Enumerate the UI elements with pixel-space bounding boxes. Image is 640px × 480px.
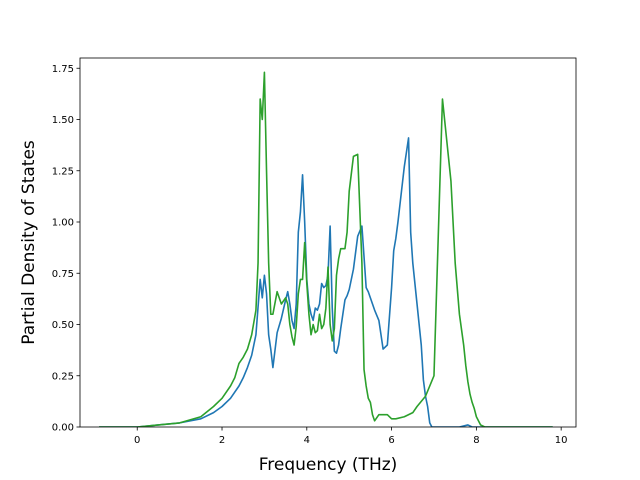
x-tick-label: 6 [388,435,394,446]
y-tick-label: 1.00 [52,218,74,229]
y-tick-label: 1.50 [52,115,74,126]
y-axis-label: Partial Density of States [19,140,39,345]
y-tick-label: 0.50 [52,320,74,331]
x-tick-label: 8 [473,435,479,446]
x-tick-label: 2 [219,435,225,446]
y-tick-label: 0.25 [52,371,74,382]
y-tick-label: 1.25 [52,166,74,177]
axes-frame [79,57,577,428]
x-axis-label: Frequency (THz) [259,455,398,475]
x-tick-label: 10 [555,435,568,446]
x-tick-label: 4 [304,435,310,446]
plot-area [99,71,553,427]
series-line-2 [99,71,553,427]
y-tick-label: 0.00 [52,423,74,434]
y-tick-label: 0.75 [52,269,74,280]
x-tick-label: 0 [134,435,140,446]
axis-ticks: 0 2 4 6 8 10 0.00 0.25 0.50 0.75 1.00 1.25 1.50 1.75 [52,64,568,446]
y-tick-label: 1.75 [52,64,74,75]
series-line-1 [99,137,553,427]
